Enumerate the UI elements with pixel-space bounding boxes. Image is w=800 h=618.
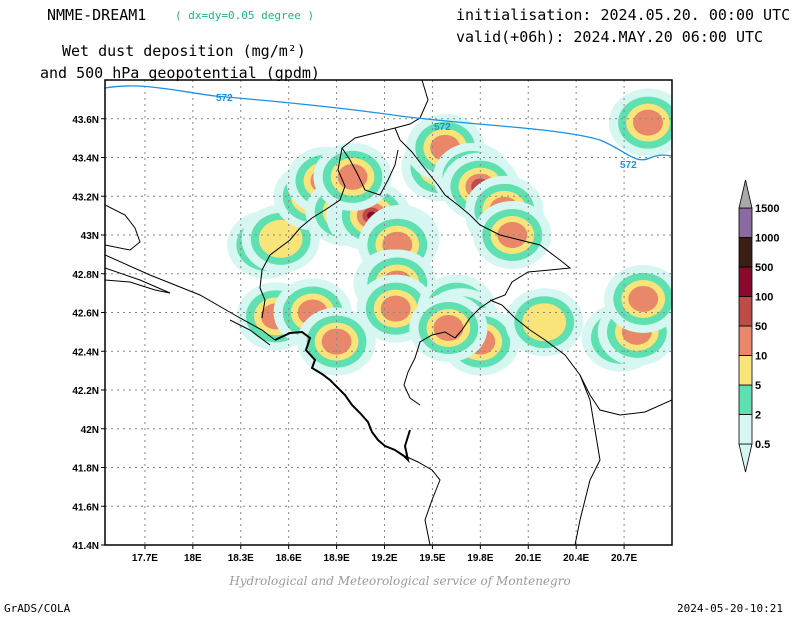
- colorbar-segment: [738, 355, 753, 386]
- x-tick-label: 19.5E: [419, 553, 445, 564]
- colorbar-segment: [738, 325, 753, 356]
- colorbar-segment: [738, 414, 753, 445]
- y-tick-label: 41.6N: [72, 502, 99, 513]
- dust-cell: [337, 163, 368, 190]
- colorbar-label: 1500: [755, 203, 779, 215]
- coast-west2: [105, 267, 171, 294]
- colorbar-label: 10: [755, 351, 767, 363]
- colorbar-label: 5: [755, 380, 761, 392]
- dust-cell: [497, 222, 528, 248]
- coastline: [274, 330, 411, 464]
- colorbar-under-triangle: [738, 443, 753, 473]
- colorbar-segment: [738, 384, 753, 415]
- credit-line: Hydrological and Meteorological service …: [229, 574, 571, 588]
- border-kosovo: [403, 331, 456, 406]
- x-tick-label: 20.7E: [611, 553, 637, 564]
- software-label: GrADS/COLA: [4, 602, 71, 615]
- border-montenegro-serbia: [341, 147, 399, 196]
- dust-field: [227, 88, 672, 376]
- x-tick-label: 20.4E: [563, 553, 589, 564]
- contour-label: 572: [434, 122, 451, 133]
- map-title-line2: and 500 hPa geopotential (gpdm): [40, 64, 320, 82]
- y-tick-label: 41.4N: [72, 541, 99, 552]
- country-borders: [105, 80, 672, 545]
- colorbar-label: 1000: [755, 233, 779, 245]
- dust-cell: [633, 109, 663, 136]
- contour-label: 572: [216, 93, 233, 104]
- model-name: NMME-DREAM1: [47, 6, 147, 24]
- border-albania: [489, 299, 672, 416]
- contour-labels: 572 572 572: [216, 93, 637, 171]
- colorbar-over-triangle: [738, 179, 753, 209]
- y-tick-label: 43.2N: [72, 192, 99, 203]
- colorbar-label: 100: [755, 292, 773, 304]
- lat-lon-grid: [105, 80, 672, 545]
- contour-572: [105, 85, 672, 161]
- contour-label: 572: [620, 160, 637, 171]
- x-tick-label: 17.7E: [132, 553, 158, 564]
- colorbar-label: 2: [755, 410, 761, 422]
- x-tick-label: 18.3E: [228, 553, 254, 564]
- y-tick-label: 42.8N: [72, 270, 99, 281]
- x-tick-label: 20.1E: [515, 553, 541, 564]
- dust-cell: [522, 303, 567, 342]
- geopotential-contour: [105, 85, 672, 161]
- y-tick-label: 41.8N: [72, 464, 99, 475]
- axes: 17.7E 18E 18.3E 18.6E 18.9E 19.2E 19.5E 19.8E 20…: [72, 115, 637, 564]
- border-serbia-bosnia: [394, 127, 572, 339]
- colorbar-label: 50: [755, 321, 767, 333]
- y-tick-label: 42.6N: [72, 309, 99, 320]
- dust-cell: [321, 328, 352, 355]
- x-tick-label: 19.2E: [371, 553, 397, 564]
- render-timestamp: 2024-05-20-10:21: [677, 602, 783, 615]
- colorbar-label: 0.5: [755, 439, 770, 451]
- colorbar-segment: [738, 266, 753, 297]
- colorbar-segment: [738, 207, 753, 238]
- y-tick-label: 43.4N: [72, 154, 99, 165]
- y-tick-label: 42.2N: [72, 386, 99, 397]
- border-east: [574, 374, 601, 545]
- initialisation-time: initialisation: 2024.05.20. 00:00 UTC: [456, 6, 791, 24]
- border-south: [404, 455, 441, 545]
- colorbar: 0.5 2 5 10 50 100 500 1000 1500: [738, 179, 779, 473]
- colorbar-segment: [738, 237, 753, 268]
- dust-cell: [380, 295, 411, 322]
- colorbar-label: 500: [755, 262, 773, 274]
- y-tick-label: 43N: [81, 231, 99, 242]
- y-tick-label: 42.4N: [72, 347, 99, 358]
- border-west: [105, 204, 141, 251]
- map-title-line1: Wet dust deposition (mg/m²): [62, 42, 306, 60]
- y-tick-label: 43.6N: [72, 115, 99, 126]
- x-tick-label: 18.6E: [276, 553, 302, 564]
- dust-cell: [433, 315, 464, 341]
- border-bosnia-montenegro: [259, 80, 429, 319]
- x-tick-label: 18.9E: [324, 553, 350, 564]
- coast-west3: [229, 319, 271, 346]
- dust-cell: [628, 285, 659, 312]
- coast-west: [105, 254, 276, 341]
- valid-time: valid(+06h): 2024.MAY.20 06:00 UTC: [456, 28, 764, 46]
- dust-cell: [258, 219, 303, 258]
- x-tick-label: 18E: [184, 553, 202, 564]
- x-tick-label: 19.8E: [467, 553, 493, 564]
- y-tick-label: 42N: [81, 425, 99, 436]
- resolution-note: ( dx=dy=0.05 degree ): [175, 9, 315, 22]
- colorbar-segment: [738, 296, 753, 327]
